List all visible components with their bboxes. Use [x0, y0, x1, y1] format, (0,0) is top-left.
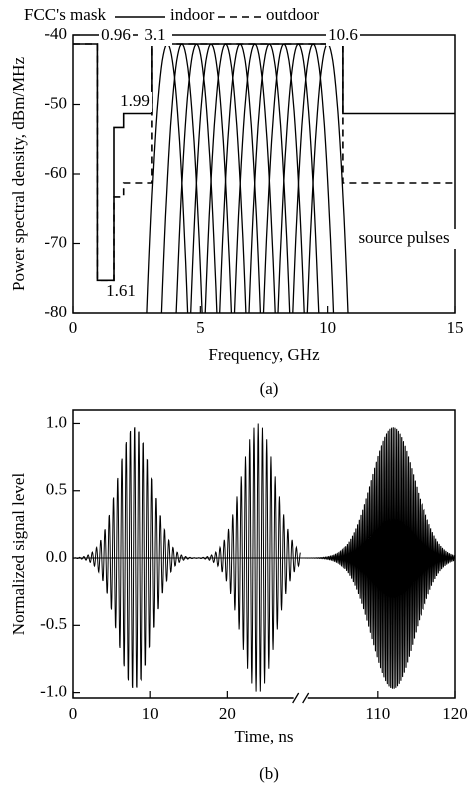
annotation-bg — [138, 26, 172, 46]
x-tick-label: 120 — [442, 704, 468, 723]
y-tick-label: 1.0 — [46, 412, 67, 431]
y-tick-label: -60 — [44, 163, 67, 182]
x-tick-label: 0 — [69, 318, 78, 337]
annotation-bg — [326, 26, 360, 46]
y-axis-label: Normalized signal level — [9, 473, 28, 636]
annotation-bg — [352, 229, 456, 249]
y-tick-label: -70 — [44, 232, 67, 251]
annotation: 3.1 — [144, 25, 165, 44]
x-tick-label: 15 — [447, 318, 464, 337]
y-tick-label: -40 — [44, 24, 67, 43]
x-axis-label: Frequency, GHz — [208, 345, 320, 364]
annotation: 0.96 — [101, 25, 131, 44]
annotation-bg — [99, 26, 133, 46]
y-tick-label: -1.0 — [40, 682, 67, 701]
annotation: 10.6 — [328, 25, 358, 44]
axis-break — [292, 692, 300, 704]
axis-break-bg — [293, 694, 308, 702]
pulse — [300, 427, 455, 689]
annotation: 1.99 — [120, 91, 150, 110]
x-tick-label: 10 — [319, 318, 336, 337]
legend-label: indoor — [170, 5, 215, 24]
y-axis-label: Power spectral density, dBm/MHz — [9, 57, 28, 291]
plot-frame — [72, 34, 456, 314]
legend-title: FCC's mask — [24, 5, 106, 24]
annotation: 1.61 — [106, 281, 136, 300]
legend-label: outdoor — [266, 5, 319, 24]
x-tick-label: 110 — [365, 704, 390, 723]
y-tick-label: -0.5 — [40, 614, 67, 633]
x-axis-label: Time, ns — [235, 727, 294, 746]
x-tick-label: 20 — [219, 704, 236, 723]
caption: (a) — [260, 379, 279, 398]
y-tick-label: -50 — [44, 93, 67, 112]
y-tick-label: -80 — [44, 302, 67, 321]
annotation: source pulses — [358, 228, 449, 247]
x-tick-label: 10 — [142, 704, 159, 723]
annotation-bg — [118, 92, 152, 112]
caption: (b) — [259, 764, 279, 783]
annotation-bg — [104, 282, 138, 302]
plot-frame — [72, 409, 456, 699]
x-tick-label: 0 — [69, 704, 78, 723]
axis-break — [302, 692, 310, 704]
y-tick-label: 0.5 — [46, 480, 67, 499]
mask-line — [73, 43, 455, 282]
pulse — [173, 423, 301, 692]
x-tick-label: 5 — [196, 318, 205, 337]
y-tick-label: 0.0 — [46, 547, 67, 566]
